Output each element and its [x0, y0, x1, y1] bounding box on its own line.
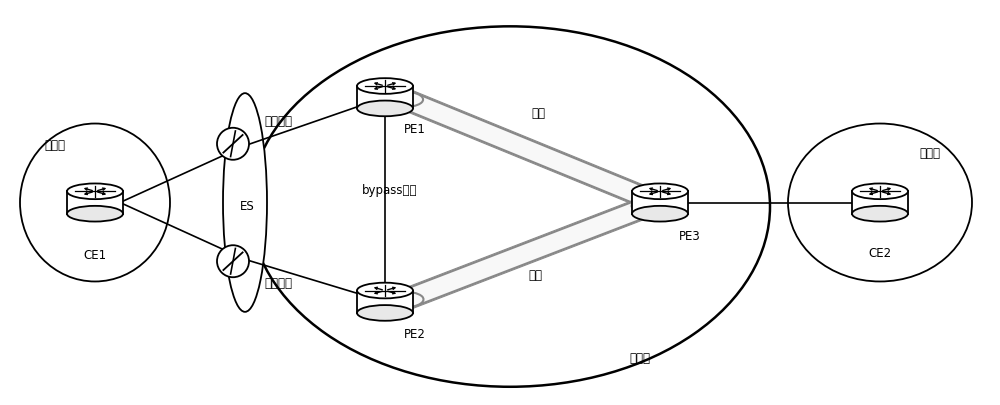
Polygon shape — [357, 86, 413, 109]
Text: 网络侧: 网络侧 — [630, 352, 650, 365]
Text: bypass链路: bypass链路 — [362, 184, 418, 197]
Text: 用户侧: 用户侧 — [920, 147, 940, 160]
Text: PE3: PE3 — [679, 230, 701, 243]
Ellipse shape — [217, 245, 249, 277]
Ellipse shape — [852, 206, 908, 222]
Ellipse shape — [357, 305, 413, 321]
Polygon shape — [398, 198, 657, 307]
Polygon shape — [357, 290, 413, 313]
Text: CE2: CE2 — [868, 247, 892, 260]
Ellipse shape — [357, 78, 413, 94]
Ellipse shape — [357, 283, 413, 298]
Ellipse shape — [632, 206, 688, 222]
Ellipse shape — [788, 124, 972, 281]
Ellipse shape — [632, 183, 688, 199]
Text: PE2: PE2 — [404, 328, 426, 341]
Ellipse shape — [217, 128, 249, 160]
Text: 第二链路: 第二链路 — [264, 277, 292, 290]
Polygon shape — [852, 191, 908, 214]
Text: 第一链路: 第一链路 — [264, 115, 292, 128]
Text: CE1: CE1 — [83, 249, 107, 262]
Text: 用户侧: 用户侧 — [44, 139, 66, 152]
Ellipse shape — [852, 183, 908, 199]
Ellipse shape — [632, 198, 668, 213]
Ellipse shape — [357, 100, 413, 116]
Ellipse shape — [387, 92, 423, 107]
Ellipse shape — [223, 93, 267, 312]
Ellipse shape — [67, 206, 123, 222]
Polygon shape — [632, 191, 688, 214]
Ellipse shape — [67, 183, 123, 199]
Ellipse shape — [387, 292, 423, 307]
Ellipse shape — [20, 124, 170, 281]
Text: 隧道: 隧道 — [531, 107, 545, 120]
Text: ES: ES — [240, 200, 254, 213]
Polygon shape — [67, 191, 123, 214]
Text: 隧道: 隧道 — [528, 269, 542, 282]
Polygon shape — [398, 92, 657, 207]
Ellipse shape — [250, 26, 770, 387]
Ellipse shape — [632, 192, 668, 207]
Text: PE1: PE1 — [404, 123, 426, 136]
